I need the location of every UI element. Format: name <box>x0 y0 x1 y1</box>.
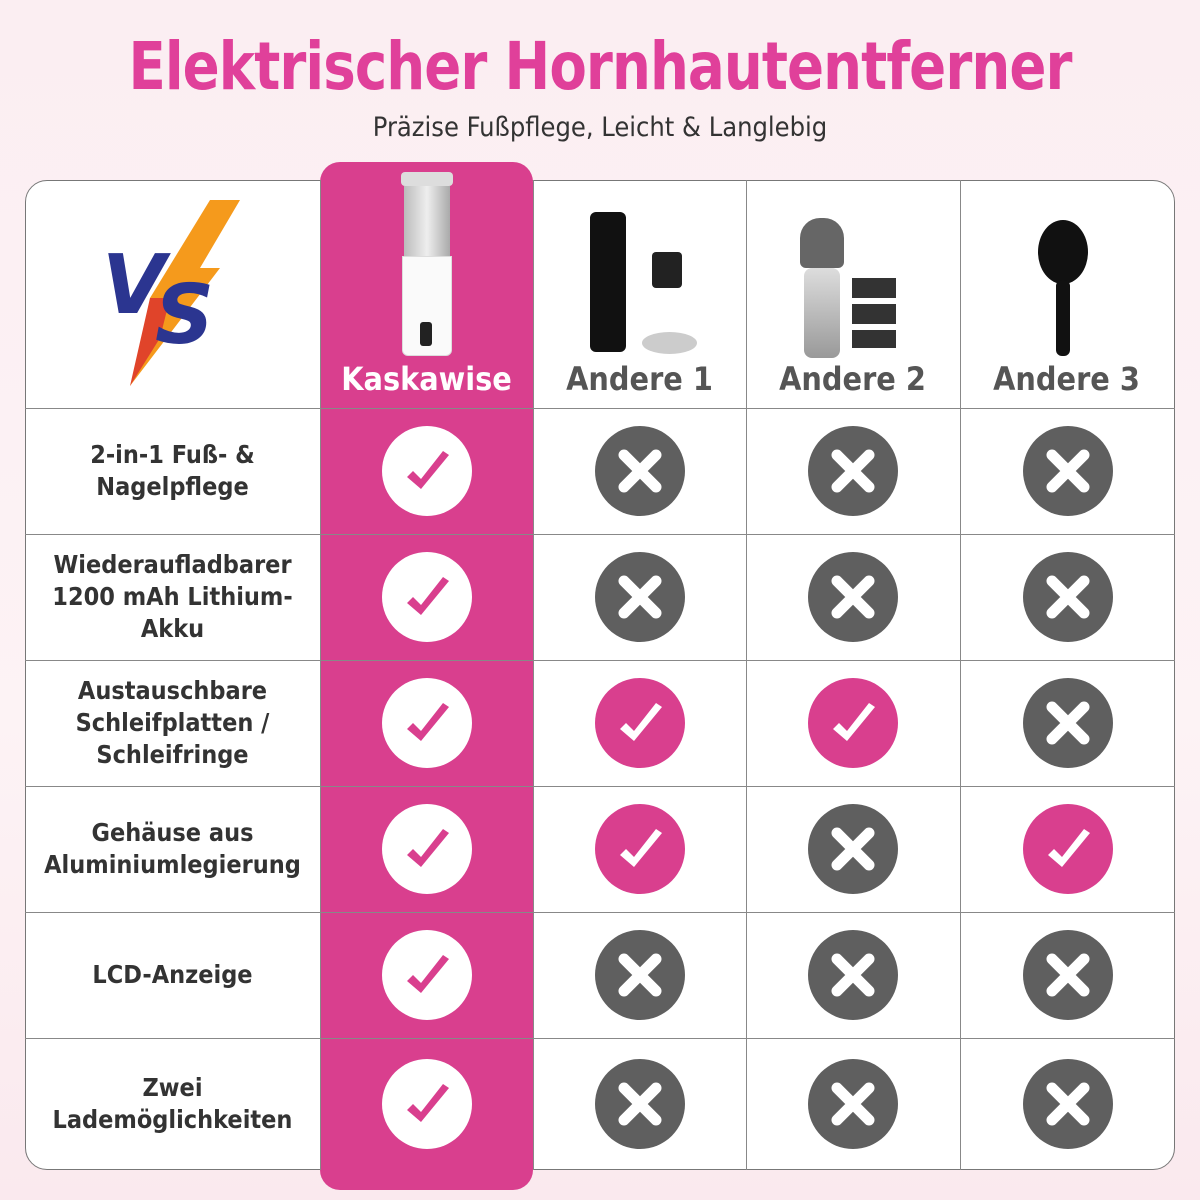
feature-value-cell <box>960 660 1175 786</box>
feature-value-cell <box>320 534 533 660</box>
cross-icon <box>808 930 898 1020</box>
cross-icon <box>808 552 898 642</box>
page-subtitle: Präzise Fußpflege, Leicht & Langlebig <box>372 112 828 143</box>
column-divider <box>320 180 321 1170</box>
feature-value-cell <box>960 912 1175 1038</box>
check-icon <box>381 804 472 894</box>
cross-icon <box>808 426 898 516</box>
cross-icon <box>594 1059 685 1149</box>
feature-label: Zwei Lademöglichkeiten <box>52 1073 293 1134</box>
row-divider <box>25 1038 1175 1039</box>
column-divider <box>746 180 747 1170</box>
cross-icon <box>594 552 685 642</box>
feature-value-cell <box>746 786 960 912</box>
feature-value-cell <box>960 1038 1175 1170</box>
cross-icon <box>594 426 685 516</box>
feature-value-cell <box>320 786 533 912</box>
product-name: Andere 2 <box>779 360 926 398</box>
check-icon <box>381 1059 472 1149</box>
feature-value-cell <box>960 408 1175 534</box>
row-divider <box>25 534 1175 535</box>
andere-3-product-image <box>1036 220 1096 360</box>
andere-1-product-image <box>582 212 712 362</box>
feature-value-cell <box>320 660 533 786</box>
cross-icon <box>1022 1059 1113 1149</box>
feature-value-cell <box>960 786 1175 912</box>
cross-icon <box>808 1059 898 1149</box>
feature-label: Wiederaufladbarer 1200 mAh Lithium-Akku <box>52 550 293 643</box>
feature-value-cell <box>533 534 746 660</box>
check-icon <box>594 678 685 768</box>
cross-icon <box>594 930 685 1020</box>
product-name: Andere 3 <box>993 360 1140 398</box>
cross-icon <box>1022 552 1113 642</box>
check-icon <box>808 678 898 768</box>
cross-icon <box>1022 426 1113 516</box>
check-icon <box>381 930 472 1020</box>
feature-label: Austauschbare Schleifplatten / Schleifri… <box>75 676 270 769</box>
column-divider <box>533 180 534 1170</box>
feature-label: 2-in-1 Fuß- & Nagelpflege <box>90 440 255 501</box>
svg-text:S: S <box>155 268 214 363</box>
page-title: Elektrischer Hornhautentferner <box>128 28 1072 105</box>
feature-value-cell <box>533 660 746 786</box>
feature-value-cell <box>320 1038 533 1170</box>
feature-value-cell <box>533 1038 746 1170</box>
product-name: Kaskawise <box>341 360 512 398</box>
cross-icon <box>808 804 898 894</box>
check-icon <box>1022 804 1113 894</box>
check-icon <box>594 804 685 894</box>
feature-value-cell <box>320 408 533 534</box>
feature-value-cell <box>320 912 533 1038</box>
feature-value-cell <box>533 912 746 1038</box>
row-divider <box>25 786 1175 787</box>
check-icon <box>381 678 472 768</box>
feature-value-cell <box>533 786 746 912</box>
feature-label: LCD-Anzeige <box>92 960 253 989</box>
product-name: Andere 1 <box>566 360 713 398</box>
feature-value-cell <box>746 912 960 1038</box>
feature-value-cell <box>746 1038 960 1170</box>
feature-value-cell <box>746 408 960 534</box>
row-divider <box>25 660 1175 661</box>
feature-label: Gehäuse aus Aluminiumlegierung <box>44 818 301 879</box>
check-icon <box>381 426 472 516</box>
row-divider <box>25 408 1175 409</box>
cross-icon <box>1022 678 1113 768</box>
row-divider <box>25 912 1175 913</box>
check-icon <box>381 552 472 642</box>
svg-text:V: V <box>102 238 171 333</box>
column-divider <box>960 180 961 1170</box>
cross-icon <box>1022 930 1113 1020</box>
feature-value-cell <box>960 534 1175 660</box>
feature-value-cell <box>746 534 960 660</box>
feature-value-cell <box>746 660 960 786</box>
vs-logo: V S <box>100 198 250 388</box>
feature-value-cell <box>533 408 746 534</box>
kaskawise-product-image <box>398 172 456 360</box>
andere-2-product-image <box>790 218 910 358</box>
